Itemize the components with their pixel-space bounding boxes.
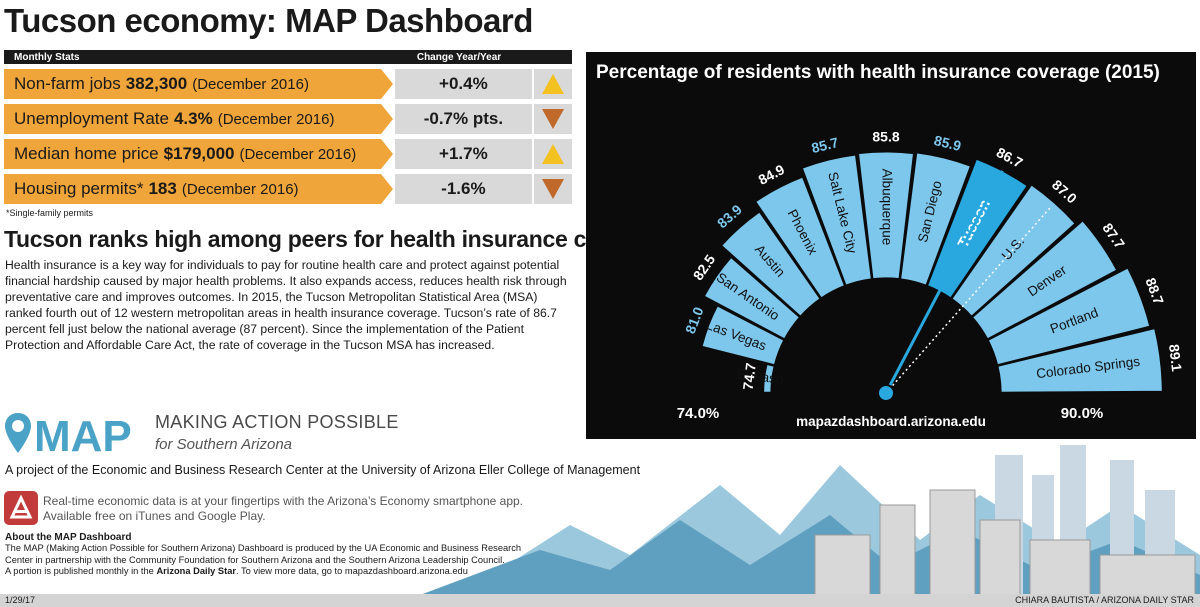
gauge-bar [703,256,801,340]
chart-source: mapazdashboard.arizona.edu [796,414,986,429]
stat-value: $179,000 [163,144,235,163]
value-label: 87.7 [1099,220,1128,252]
stats-footnote: *Single-family permits [6,208,94,218]
about-line-text: . To view more data, go to mapazdashboar… [236,566,468,576]
stat-label: Non-farm jobs 382,300 (December 2016) [4,69,393,99]
skyline-illustration [420,445,1200,595]
highlight-needle [884,170,1004,394]
stat-date: (December 2016) [217,110,335,128]
stats-header: Monthly Stats Change Year/Year [4,50,572,64]
app-promo-text: Real-time economic data is at your finge… [43,494,523,524]
stat-label: Median home price $179,000 (December 2016) [4,139,393,169]
trend-up-icon [534,69,572,99]
trend-down-icon [534,104,572,134]
about-line: Center in partnership with the Community… [5,554,505,565]
map-tagline: MAKING ACTION POSSIBLE [155,412,399,432]
gauge-bar [720,211,821,318]
trend-down-icon [534,174,572,204]
stat-date: (December 2016) [192,75,309,93]
stat-name: Median home price [14,144,159,163]
stat-row: Housing permits* 183 (December 2016) -1.6% [4,174,572,204]
value-label: 88.7 [1142,276,1167,307]
stats-header-right: Change Year/Year [416,51,502,63]
gauge-bar [762,363,775,393]
gauge-bar [987,267,1151,366]
stat-value: 183 [148,179,177,198]
stat-value: 382,300 [125,74,188,93]
range-max-label: 90.0% [1061,405,1104,422]
map-subtagline: for Southern Arizona [155,436,293,453]
stat-row: Unemployment Rate 4.3% (December 2016) -0.7… [4,104,572,134]
value-label: 85.7 [810,134,840,156]
about-title: About the MAP Dashboard [5,532,132,543]
reference-line [885,206,1051,394]
stat-change: -1.6% [394,174,533,204]
stat-row: Median home price $179,000 (December 2016)… [4,139,572,169]
about-line-text: A portion is published monthly in the [5,566,157,576]
range-min-label: 74.0% [677,405,720,422]
footer-date: 1/29/17 [5,595,36,605]
body-text: Health insurance is a key way for indivi… [5,258,567,352]
trend-up-icon [534,139,572,169]
gauge-bar [971,219,1118,340]
value-label: 74.7 [740,362,759,391]
stat-row: Non-farm jobs 382,300 (December 2016) +0.4% [4,69,572,99]
about-text: The MAP (Making Action Possible for Sout… [5,543,585,578]
stat-name: Unemployment Rate [14,109,169,128]
value-label: 86.7 [994,144,1026,171]
stat-change: -0.7% pts. [394,104,533,134]
value-label: 82.5 [690,251,719,283]
chart-title: Percentage of residents with health insu… [596,62,1160,83]
gauge-bar [857,151,915,280]
gauge-bar [754,176,846,299]
about-line: The MAP (Making Action Possible for Sout… [5,543,522,553]
stat-date: (December 2016) [181,180,299,198]
stat-change: +1.7% [394,139,533,169]
value-label: 81.0 [682,304,707,335]
value-label: 89.1 [1166,343,1185,372]
section-heading: Tucson ranks high among peers for health… [4,226,673,252]
page-title: Tucson economy: MAP Dashboard [4,2,533,39]
gauge-bar [997,327,1163,393]
about-line: A portion is published monthly in the Ar… [5,566,585,578]
gauge-bar [899,152,972,286]
health-insurance-chart: El Paso 74.7 Las Vegas 81.0 San Antonio 82.5 A… [586,52,1196,439]
app-icon [4,491,38,525]
newspaper-name: Arizona Daily Star [156,566,237,576]
stat-name: Housing permits* [14,179,144,198]
app-promo-line1: Real-time economic data is at your finge… [43,494,524,508]
gauge-bar [926,158,1029,299]
map-logo: MAP [5,412,132,459]
stat-value: 4.3% [173,109,213,128]
value-label: 84.9 [756,161,788,188]
stat-label: Housing permits* 183 (December 2016) [4,174,393,204]
footer-bar [0,594,1200,607]
stat-name: Non-farm jobs [14,74,121,93]
stats-header-left: Monthly Stats [14,51,80,63]
category-label: Albuquerque [879,169,894,246]
value-label: 85.8 [872,129,899,145]
gauge-bar [701,305,785,366]
category-label: El Paso [736,367,784,387]
stat-label: Unemployment Rate 4.3% (December 2016) [4,104,393,134]
value-label: 85.9 [932,132,962,154]
stat-change: +0.4% [394,69,533,99]
monthly-stats-table: Monthly Stats Change Year/Year Non-farm … [4,50,572,204]
buildings-front [814,489,1196,595]
app-promo-line2: Available free on iTunes and Google Play… [43,509,266,523]
stat-date: (December 2016) [239,145,357,163]
footer-credit: CHIARA BAUTISTA / ARIZONA DAILY STAR [1015,595,1194,605]
map-pin-icon [5,413,31,453]
gauge-hub [877,384,895,402]
project-line: A project of the Economic and Business R… [5,463,641,477]
map-logo-text: MAP [34,412,132,459]
gauge-bar [801,154,873,286]
